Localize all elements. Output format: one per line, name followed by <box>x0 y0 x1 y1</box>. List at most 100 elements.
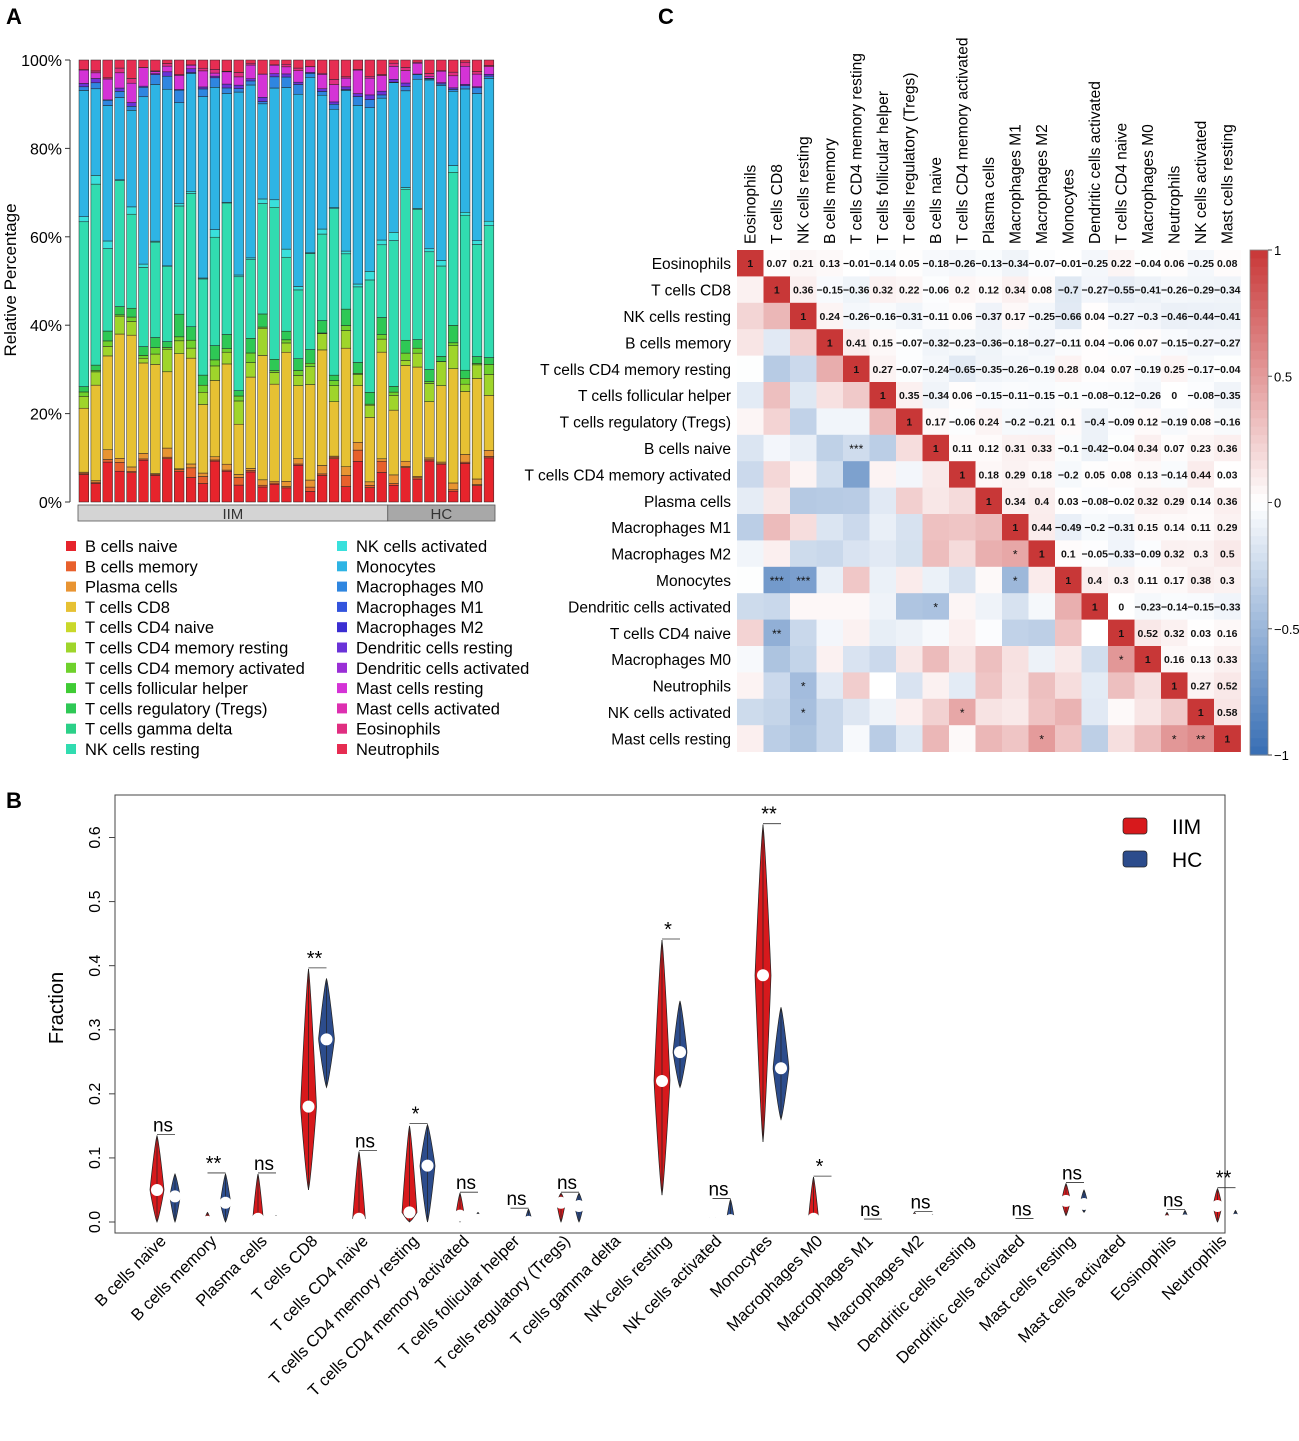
correlation-value: −0.3 <box>1137 311 1158 323</box>
heatmap-cell-lower <box>1028 619 1056 647</box>
colorbar-step <box>1250 687 1268 697</box>
bar-segment <box>436 260 447 267</box>
heatmap-cell-upper <box>1002 408 1029 436</box>
bar-segment <box>162 75 173 90</box>
correlation-value: 0.07 <box>1111 364 1132 376</box>
legend-label: T cells CD4 memory resting <box>85 640 288 658</box>
bar-segment <box>174 205 185 315</box>
legend-label: Mast cells resting <box>356 680 483 698</box>
correlation-value: 0.11 <box>1138 575 1158 587</box>
heatmap-cell-upper <box>1187 672 1215 700</box>
correlation-value: 0.21 <box>793 258 814 270</box>
correlation-value: −0.34 <box>1214 285 1241 297</box>
legend-swatch <box>337 723 347 734</box>
bar-segment <box>269 372 280 385</box>
heatmap-cell-lower <box>790 593 817 620</box>
bar-segment <box>281 487 292 503</box>
heatmap-cell-upper <box>1214 302 1241 330</box>
bar-segment <box>483 74 495 77</box>
bar-segment <box>281 481 292 487</box>
bar-segment <box>471 93 483 241</box>
heatmap-cell-lower <box>1081 646 1109 673</box>
colorbar-step <box>1250 266 1268 276</box>
b-y-tick-label: 0.6 <box>87 826 104 848</box>
legend-label: T cells gamma delta <box>85 721 233 739</box>
bar-segment <box>400 460 411 467</box>
bar-segment <box>78 59 89 70</box>
correlation-value: 0.13 <box>820 258 841 270</box>
b-plot-frame <box>114 794 1226 1234</box>
correlation-value: 0.03 <box>1217 469 1238 481</box>
correlation-value: 1 <box>853 364 859 376</box>
colorbar-step <box>1250 426 1268 436</box>
correlation-value: 0.23 <box>1191 443 1212 455</box>
legend-label: Dendritic cells activated <box>356 660 529 678</box>
bar-segment <box>269 199 280 208</box>
bar-segment <box>197 404 209 474</box>
violin-iim-median <box>707 1216 718 1227</box>
bar-segment <box>209 229 221 238</box>
b-x-tick-label: B cells memory <box>128 1232 221 1325</box>
bar-segment <box>197 472 209 477</box>
bar-segment <box>483 220 495 226</box>
significance-label: ** <box>206 1153 222 1175</box>
heatmap-cell-upper <box>1187 434 1215 462</box>
bar-segment <box>340 77 352 88</box>
bar-segment <box>352 69 363 94</box>
bar-segment <box>138 263 149 268</box>
bar-segment <box>126 206 137 215</box>
violin-iim-median <box>1211 1199 1224 1212</box>
correlation-value: 0.3 <box>1220 575 1235 587</box>
colorbar-tick-label: −0.5 <box>1274 622 1299 637</box>
significance-star: * <box>1013 548 1018 562</box>
significance-star: * <box>1039 732 1044 746</box>
bar-segment <box>424 76 435 79</box>
bar-segment <box>364 417 375 483</box>
legend-swatch <box>337 601 347 612</box>
bar-segment <box>102 78 113 101</box>
heatmap-cell-lower <box>1002 619 1029 647</box>
correlation-value: 0.2 <box>955 285 970 297</box>
heatmap-cell-upper <box>1161 250 1188 277</box>
heatmap-cell-upper <box>1187 250 1215 277</box>
correlation-value: 0.52 <box>1217 681 1238 693</box>
heatmap-cell-lower <box>737 461 764 488</box>
heatmap-cell-upper <box>1187 382 1215 409</box>
bar-segment <box>150 353 161 365</box>
bar-segment <box>78 216 89 223</box>
bar-segment <box>126 59 137 79</box>
bar-segment <box>483 450 495 457</box>
bar-segment <box>102 346 113 357</box>
legend-swatch <box>337 703 347 714</box>
significance-label: ** <box>1216 1168 1232 1190</box>
bar-segment <box>197 96 209 279</box>
heatmap-cell-upper <box>1134 619 1162 647</box>
bar-segment <box>317 233 328 321</box>
correlation-value: −0.18 <box>922 258 949 270</box>
correlation-value: −0.35 <box>975 364 1002 376</box>
legend-swatch <box>66 662 76 673</box>
heatmap-cell-lower <box>763 487 791 515</box>
heatmap-cell-upper <box>1081 250 1109 277</box>
heatmap-cell-lower <box>790 725 817 752</box>
colorbar-step <box>1250 418 1268 428</box>
bar-segment <box>233 88 244 93</box>
bar-segment <box>221 470 232 503</box>
bar-segment <box>126 102 137 107</box>
heatmap-cell-upper <box>1081 566 1109 594</box>
bar-segment <box>483 364 495 375</box>
correlation-value: −0.19 <box>1028 364 1055 376</box>
significance-label: * <box>664 919 672 941</box>
correlation-value: −0.09 <box>1134 549 1161 561</box>
heatmap-cell-upper <box>1187 619 1215 647</box>
correlation-value: 0.16 <box>1217 628 1238 640</box>
bar-segment <box>269 207 280 360</box>
colorbar-step <box>1250 460 1268 470</box>
violin-hc-median <box>473 1213 483 1224</box>
heatmap-col-label: Mast cells resting <box>1219 124 1236 244</box>
colorbar-step <box>1250 536 1268 546</box>
b-y-tick-label: 0.3 <box>87 1019 104 1041</box>
bar-segment <box>328 79 340 85</box>
bar-segment <box>245 338 256 354</box>
correlation-value: 0.33 <box>1032 443 1053 455</box>
